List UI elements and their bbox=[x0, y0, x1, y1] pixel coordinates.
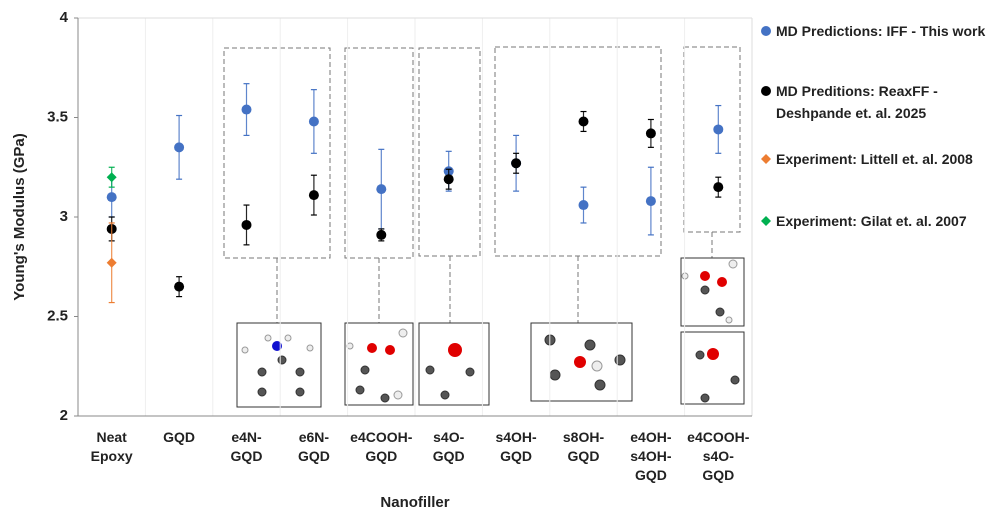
data-point bbox=[107, 172, 117, 182]
data-point bbox=[309, 190, 319, 200]
data-point bbox=[444, 174, 454, 184]
y-tick-label: 4 bbox=[60, 9, 69, 26]
y-tick-label: 3.5 bbox=[47, 108, 68, 125]
y-axis-title: Young's Modulus (GPa) bbox=[11, 133, 28, 300]
data-point bbox=[579, 116, 589, 126]
legend-marker bbox=[761, 86, 771, 96]
data-point bbox=[646, 128, 656, 138]
data-point bbox=[579, 200, 589, 210]
data-point bbox=[107, 258, 117, 268]
y-tick-label: 2.5 bbox=[47, 307, 68, 324]
data-point bbox=[242, 220, 252, 230]
data-point bbox=[242, 105, 252, 115]
data-point bbox=[107, 192, 117, 202]
data-point bbox=[713, 124, 723, 134]
legend-label: MD Predictions: IFF - This work bbox=[776, 20, 986, 42]
legend-marker bbox=[761, 154, 771, 164]
page: Young's Modulus (GPa) 2 2.5 3 3.5 4 Nanofill… bbox=[0, 0, 989, 510]
data-point bbox=[713, 182, 723, 192]
data-point bbox=[174, 142, 184, 152]
legend-label: Experiment: Littell et. al. 2008 bbox=[776, 148, 986, 170]
x-tick-label: e4COOH- s4O- GQD bbox=[678, 428, 758, 485]
data-point bbox=[376, 184, 386, 194]
data-point bbox=[511, 158, 521, 168]
legend-label: MD Preditions: ReaxFF - Deshpande et. al… bbox=[776, 80, 986, 124]
inset-decorations bbox=[224, 47, 744, 407]
y-tick-label: 3 bbox=[60, 208, 68, 225]
x-axis-title: Nanofiller bbox=[78, 494, 752, 510]
data-point bbox=[646, 196, 656, 206]
legend-marker bbox=[761, 26, 771, 36]
data-point bbox=[309, 116, 319, 126]
legend-marker bbox=[761, 216, 771, 226]
legend-label: Experiment: Gilat et. al. 2007 bbox=[776, 210, 986, 232]
data-point bbox=[376, 230, 386, 240]
y-tick-label: 2 bbox=[60, 407, 68, 424]
data-point bbox=[174, 282, 184, 292]
